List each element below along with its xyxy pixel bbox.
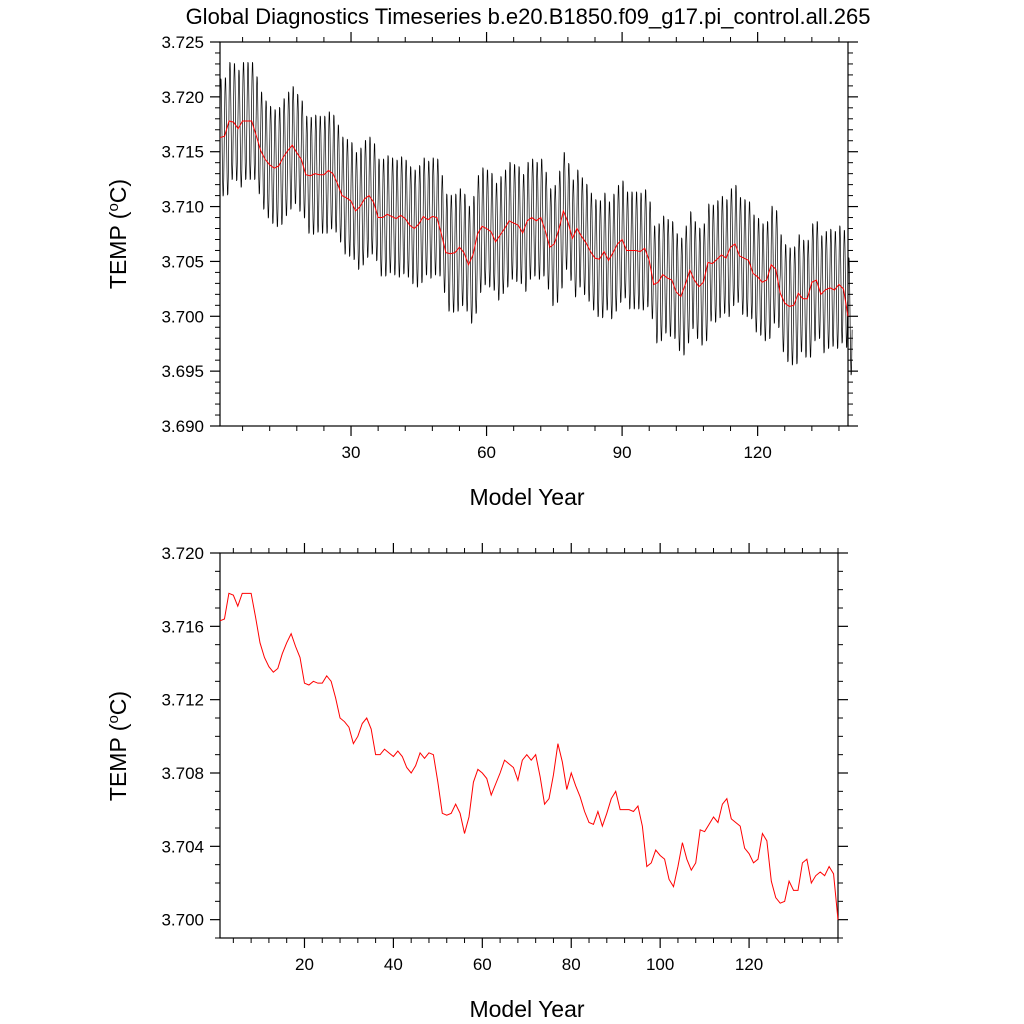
y-tick-label: 3.720: [161, 544, 204, 563]
y-tick-label: 3.700: [161, 911, 204, 930]
bottom-y-axis-title-tail: C): [105, 691, 131, 715]
bottom-panel: 3.700 3.704 3.708 3.712 3.716 3.720 20 40 60 80 1…: [105, 543, 848, 1022]
y-tick-label: 3.695: [161, 362, 204, 381]
y-tick-label: 3.712: [161, 691, 204, 710]
x-tick-label: 60: [477, 443, 496, 462]
top-y-axis-title: TEMP (oC): [105, 179, 131, 289]
top-axis-ticks: [210, 32, 858, 436]
top-monthly-series: [219, 62, 853, 376]
y-tick-label: 3.708: [161, 764, 204, 783]
bottom-x-tick-labels: 20 40 60 80 100 120: [295, 955, 763, 974]
x-tick-label: 20: [295, 955, 314, 974]
bottom-annual-mean-line: [219, 592, 839, 920]
top-plot-area: [210, 32, 858, 436]
y-tick-label: 3.690: [161, 417, 204, 436]
bottom-plot-frame: [219, 552, 839, 939]
y-tick-label: 3.715: [161, 143, 204, 162]
x-tick-label: 120: [743, 443, 771, 462]
top-monthly-line: [219, 62, 853, 376]
y-tick-label: 3.704: [161, 837, 204, 856]
top-panel: 3.690 3.695 3.700 3.705 3.710 3.715 3.720 3.725…: [105, 32, 858, 510]
figure-title: Global Diagnostics Timeseries b.e20.B185…: [186, 4, 871, 29]
top-annual-mean-series: [219, 120, 849, 317]
x-tick-label: 30: [342, 443, 361, 462]
bottom-y-axis-title: TEMP (oC): [105, 691, 131, 801]
bottom-plot-area: [210, 543, 848, 948]
x-tick-label: 80: [562, 955, 581, 974]
x-tick-label: 60: [473, 955, 492, 974]
bottom-axis-ticks: [210, 543, 848, 948]
y-tick-label: 3.700: [161, 307, 204, 326]
x-tick-label: 90: [613, 443, 632, 462]
x-tick-label: 120: [735, 955, 763, 974]
bottom-y-tick-labels: 3.700 3.704 3.708 3.712 3.716 3.720: [161, 544, 204, 930]
top-plot-frame: [219, 41, 849, 427]
y-tick-label: 3.710: [161, 198, 204, 217]
bottom-x-axis-title: Model Year: [469, 996, 584, 1022]
x-tick-label: 40: [384, 955, 403, 974]
top-y-axis-title-tail: C): [105, 179, 131, 203]
y-tick-label: 3.725: [161, 33, 204, 52]
y-tick-label: 3.716: [161, 617, 204, 636]
top-x-tick-labels: 30 60 90 120: [342, 443, 772, 462]
y-tick-label: 3.720: [161, 88, 204, 107]
top-x-axis-title: Model Year: [469, 484, 584, 510]
x-tick-label: 100: [646, 955, 674, 974]
top-y-axis-title-head: TEMP (: [105, 211, 131, 289]
top-annual-mean-line: [219, 120, 849, 317]
bottom-y-axis-title-head: TEMP (: [105, 723, 131, 801]
bottom-y-axis-title-degree: o: [105, 715, 122, 723]
y-tick-label: 3.705: [161, 252, 204, 271]
top-y-axis-title-degree: o: [105, 203, 122, 211]
top-y-tick-labels: 3.690 3.695 3.700 3.705 3.710 3.715 3.720 3.725: [161, 33, 204, 436]
bottom-annual-mean-series: [219, 592, 839, 920]
